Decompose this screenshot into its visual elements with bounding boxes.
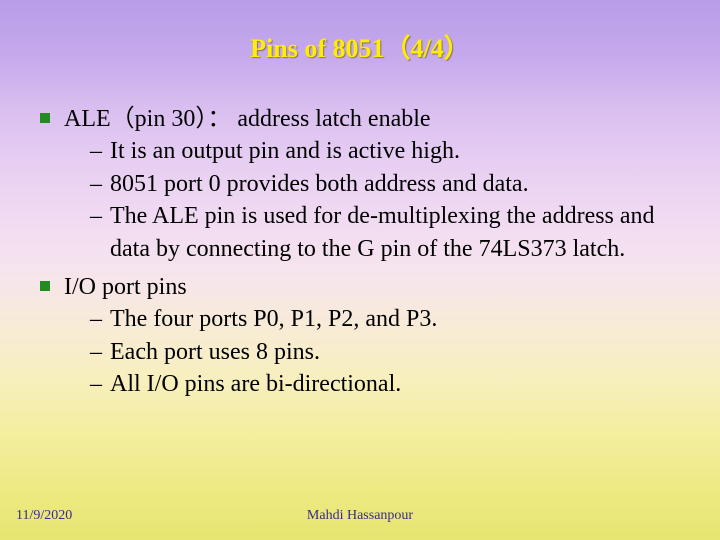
sub-bullet-text: It is an output pin and is active high. [110, 138, 460, 164]
bullet-text: ALE（pin 30）： address latch enable [64, 106, 431, 132]
sub-bullet-text: The four ports P0, P1, P2, and P3. [110, 306, 437, 332]
sub-bullet-text: 8051 port 0 provides both address and da… [110, 171, 529, 197]
sub-bullet-item: The four ports P0, P1, P2, and P3. [90, 303, 690, 335]
sub-bullet-text: Each port uses 8 pins. [110, 339, 320, 365]
footer-author: Mahdi Hassanpour [0, 508, 720, 524]
bullet-item: ALE（pin 30）： address latch enable It is … [30, 103, 690, 265]
slide-title: Pins of 8051（4/4） [0, 0, 720, 83]
sub-bullet-item: It is an output pin and is active high. [90, 135, 690, 167]
sub-bullet-item: Each port uses 8 pins. [90, 336, 690, 368]
slide-content: ALE（pin 30）： address latch enable It is … [0, 83, 720, 401]
sub-bullet-item: All I/O pins are bi-directional. [90, 368, 690, 400]
bullet-item: I/O port pins The four ports P0, P1, P2,… [30, 271, 690, 401]
sub-bullet-text: The ALE pin is used for de-multiplexing … [110, 203, 655, 261]
slide: Pins of 8051（4/4） ALE（pin 30）： address l… [0, 0, 720, 540]
sub-bullet-item: 8051 port 0 provides both address and da… [90, 168, 690, 200]
sub-bullet-item: The ALE pin is used for de-multiplexing … [90, 200, 690, 265]
bullet-text: I/O port pins [64, 274, 187, 300]
sub-bullet-text: All I/O pins are bi-directional. [110, 371, 401, 397]
